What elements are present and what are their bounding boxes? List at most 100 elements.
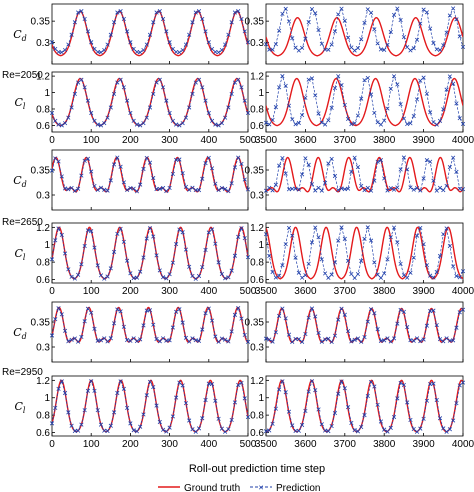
prediction-marker — [349, 420, 354, 426]
y-tick-label: 0.6 — [250, 275, 264, 286]
prediction-marker — [245, 187, 251, 192]
prediction-marker — [118, 77, 123, 82]
prediction-marker — [69, 32, 74, 37]
re-label-2650: Re=2650 — [2, 217, 43, 228]
y-tick-label: 1.2 — [250, 376, 264, 387]
ground-truth-series — [266, 16, 463, 57]
prediction-marker — [372, 311, 377, 316]
prediction-marker — [95, 187, 100, 192]
x-tick-label: 0 — [49, 135, 55, 146]
prediction-marker — [111, 91, 117, 97]
prediction-marker — [382, 47, 387, 52]
prediction-marker — [398, 167, 403, 172]
prediction-marker — [76, 186, 81, 191]
prediction-marker — [180, 320, 185, 325]
prediction-marker — [388, 235, 393, 240]
prediction-marker — [359, 96, 364, 101]
prediction-marker — [89, 40, 94, 45]
prediction-marker — [196, 338, 202, 344]
prediction-marker — [447, 165, 452, 170]
prediction-marker — [378, 275, 383, 280]
y-tick-label: 0.35 — [245, 318, 265, 329]
prediction-marker — [290, 423, 295, 428]
prediction-marker — [200, 85, 205, 90]
prediction-marker — [418, 21, 423, 26]
prediction-marker — [174, 395, 179, 400]
prediction-marker — [395, 240, 400, 245]
prediction-marker — [319, 41, 324, 46]
prediction-marker — [216, 339, 221, 344]
prediction-marker — [326, 161, 331, 166]
prediction-marker — [167, 338, 172, 343]
prediction-marker — [414, 37, 420, 42]
panel-5-left: 0.6 0.8 1 1.2 0 100 200 300 400 500 — [36, 375, 257, 450]
prediction-marker — [190, 91, 195, 97]
prediction-marker — [346, 258, 351, 263]
prediction-marker — [138, 123, 143, 128]
prediction-marker — [177, 157, 182, 162]
prediction-marker — [300, 339, 305, 344]
prediction-marker — [144, 155, 149, 161]
y-tick-label: 1 — [258, 240, 264, 251]
prediction-marker — [267, 428, 272, 433]
prediction-marker — [447, 13, 452, 18]
prediction-marker — [273, 275, 278, 280]
axes-frame — [265, 222, 464, 284]
prediction-marker — [203, 98, 208, 103]
prediction-marker — [362, 413, 367, 418]
prediction-marker — [263, 429, 269, 434]
panel-3-left: 0.6 0.8 1 1.2 0 100 200 300 400 500 — [36, 222, 257, 297]
prediction-marker — [382, 427, 387, 432]
prediction-marker — [121, 180, 126, 185]
prediction-marker — [408, 417, 413, 423]
prediction-marker — [245, 40, 251, 45]
prediction-marker — [290, 186, 295, 191]
ground-truth-series — [266, 77, 463, 127]
prediction-marker — [428, 273, 433, 278]
y-axis-label-c_l: Cl — [15, 96, 26, 111]
prediction-marker — [313, 225, 318, 230]
prediction-marker — [92, 118, 97, 123]
prediction-marker — [76, 10, 81, 15]
prediction-marker — [411, 426, 416, 432]
prediction-marker — [66, 410, 71, 415]
x-tick-label: 500 — [240, 135, 257, 146]
prediction-marker — [239, 226, 244, 231]
prediction-marker — [102, 428, 107, 433]
x-tick-label: 400 — [200, 135, 217, 146]
prediction-marker — [53, 238, 58, 243]
prediction-marker — [92, 46, 97, 52]
prediction-marker — [105, 274, 110, 279]
prediction-marker — [89, 310, 94, 315]
prediction-marker — [108, 105, 113, 110]
prediction-marker — [405, 45, 410, 50]
prediction-marker — [229, 268, 234, 273]
prediction-marker — [267, 122, 272, 127]
prediction-marker — [174, 157, 179, 162]
y-tick-label: 0.6 — [36, 275, 50, 286]
prediction-marker — [177, 123, 182, 128]
prediction-marker — [223, 186, 228, 192]
prediction-marker — [141, 323, 146, 328]
prediction-marker — [372, 260, 377, 265]
prediction-marker — [424, 91, 429, 96]
prediction-marker — [362, 236, 367, 241]
prediction-marker — [339, 186, 344, 191]
prediction-marker — [303, 331, 308, 337]
prediction-marker — [441, 43, 446, 48]
prediction-series — [266, 380, 463, 433]
prediction-marker — [428, 26, 433, 31]
prediction-marker — [59, 123, 64, 128]
prediction-marker — [206, 230, 211, 235]
prediction-marker — [342, 236, 347, 241]
prediction-marker — [56, 122, 61, 127]
prediction-marker — [49, 421, 55, 426]
prediction-marker — [72, 428, 77, 434]
prediction-marker — [76, 272, 81, 277]
prediction-marker — [128, 271, 133, 276]
prediction-marker — [441, 339, 446, 344]
prediction-marker — [193, 80, 198, 85]
prediction-marker — [141, 166, 146, 172]
prediction-marker — [131, 118, 136, 123]
prediction-marker — [323, 122, 328, 127]
